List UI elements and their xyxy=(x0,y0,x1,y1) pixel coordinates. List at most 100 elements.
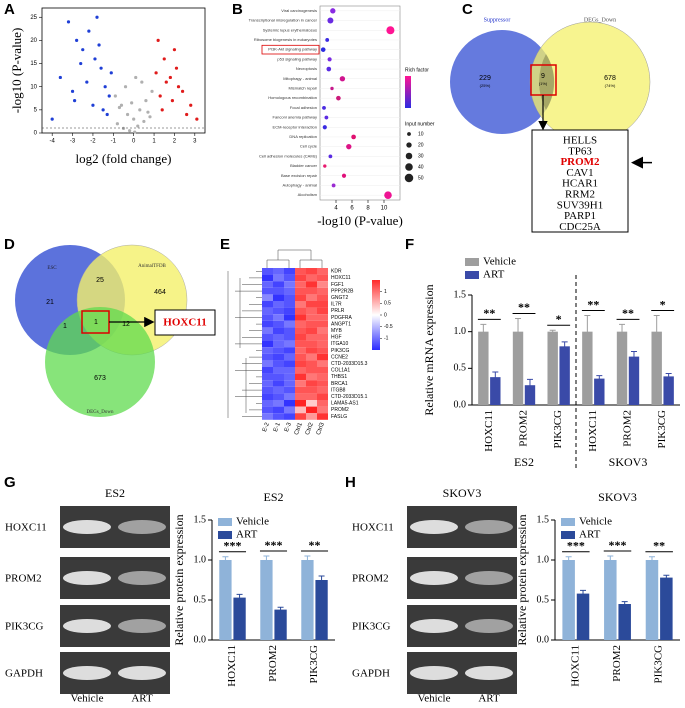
heat-cell xyxy=(284,386,295,394)
heat-cell xyxy=(317,406,328,414)
legend-swatch xyxy=(465,271,479,279)
col-label: Ctrl1 xyxy=(294,421,304,436)
row-label: FGF1 xyxy=(331,282,344,288)
heat-cell xyxy=(284,400,295,407)
y-tick-label: 0 xyxy=(34,131,38,137)
point xyxy=(142,119,146,124)
heat-cell xyxy=(284,294,295,301)
x-axis-label: -log10 (P-value) xyxy=(317,213,403,228)
point xyxy=(132,117,136,121)
legend-title: Rich factor xyxy=(405,67,429,73)
size-key xyxy=(405,163,413,171)
size-key xyxy=(406,142,412,148)
heat-cell xyxy=(284,340,295,348)
venn-set xyxy=(45,307,155,417)
x-tick-label: -2 xyxy=(90,139,96,145)
col-label: Ctrl2 xyxy=(305,421,315,436)
point xyxy=(138,108,142,112)
row-label: COL1A1 xyxy=(331,368,350,374)
gene-box xyxy=(531,129,629,233)
significance: *** xyxy=(265,538,283,552)
heat-cell xyxy=(262,360,273,367)
bar xyxy=(663,376,674,405)
dot xyxy=(324,115,329,120)
size-key-label: 20 xyxy=(418,142,424,148)
heat-cell xyxy=(262,353,273,361)
legend-swatch xyxy=(218,518,232,526)
error-bar xyxy=(565,556,572,564)
point xyxy=(189,103,193,107)
heat-cell xyxy=(306,347,317,354)
y-tick-label: 1.0 xyxy=(454,326,467,337)
panel-label: A xyxy=(4,1,15,18)
col-label: E-1 xyxy=(273,421,282,432)
legend-label: Vehicle xyxy=(579,516,612,528)
heat-cell xyxy=(317,347,328,354)
term-label: Alcoholism xyxy=(298,192,318,197)
point xyxy=(93,57,97,61)
point xyxy=(134,75,138,80)
set-label: DEGs_Down xyxy=(584,17,616,23)
heat-cell xyxy=(306,334,317,341)
dot xyxy=(327,17,334,24)
significance: ** xyxy=(587,297,599,311)
significance: ** xyxy=(483,306,495,320)
group-label: SKOV3 xyxy=(609,455,648,469)
size-key-label: 10 xyxy=(418,131,424,137)
term-label: DNA replication xyxy=(289,134,317,139)
y-tick-label: 5 xyxy=(34,107,38,113)
point xyxy=(176,85,181,89)
heat-cell xyxy=(262,373,273,381)
blot-band xyxy=(63,571,111,585)
term-label: Fanconi anemia pathway xyxy=(273,115,317,120)
heat-cell xyxy=(306,340,317,348)
heat-cell xyxy=(284,373,295,381)
blot-band xyxy=(63,666,111,680)
heat-cell xyxy=(306,314,317,321)
heat-cell xyxy=(306,393,317,400)
heat-cell xyxy=(295,367,306,374)
plot-frame xyxy=(41,7,206,134)
gene-name: CAV1 xyxy=(566,167,593,179)
venn-count: 673 xyxy=(94,375,106,382)
error-bar xyxy=(621,601,628,607)
row-label: GNGT2 xyxy=(331,295,348,301)
term-label: Focal adhesion xyxy=(290,105,317,110)
heat-cell xyxy=(262,413,273,420)
x-tick-label: HOXC11 xyxy=(569,645,581,687)
row-label: ANGPT1 xyxy=(331,321,351,327)
bar xyxy=(576,593,590,640)
heat-cell xyxy=(273,340,284,348)
heat-cell xyxy=(306,353,317,361)
heat-cell xyxy=(295,373,306,381)
point xyxy=(75,38,79,43)
dot xyxy=(386,26,395,35)
heat-cell xyxy=(306,301,317,308)
heat-cell xyxy=(295,360,306,367)
heat-cell xyxy=(295,327,306,334)
dot xyxy=(322,125,327,130)
blot-title: SKOV3 xyxy=(443,486,482,500)
significance: *** xyxy=(567,539,585,553)
heat-cell xyxy=(295,380,306,387)
row-label: CTD-2033D15.3 xyxy=(331,361,368,367)
dot xyxy=(351,134,356,140)
dot xyxy=(323,164,327,168)
heat-cell xyxy=(273,327,284,334)
scale-tick-label: 0 xyxy=(384,312,387,318)
blot-row-label: HOXC11 xyxy=(352,522,394,534)
x-tick-label: HOXC11 xyxy=(587,410,599,452)
plot-frame xyxy=(319,5,401,201)
point xyxy=(103,85,107,89)
point xyxy=(50,117,54,121)
significance: ** xyxy=(653,539,665,553)
heat-cell xyxy=(295,393,306,400)
error-bar xyxy=(222,556,229,564)
y-tick-label: 0.0 xyxy=(454,399,467,410)
dot xyxy=(330,8,336,14)
error-bar xyxy=(304,555,311,564)
set-label: Suppressor xyxy=(484,17,511,23)
x-tick-label: PROM2 xyxy=(611,645,623,682)
term-label: Mitophagy - animal xyxy=(283,76,317,81)
